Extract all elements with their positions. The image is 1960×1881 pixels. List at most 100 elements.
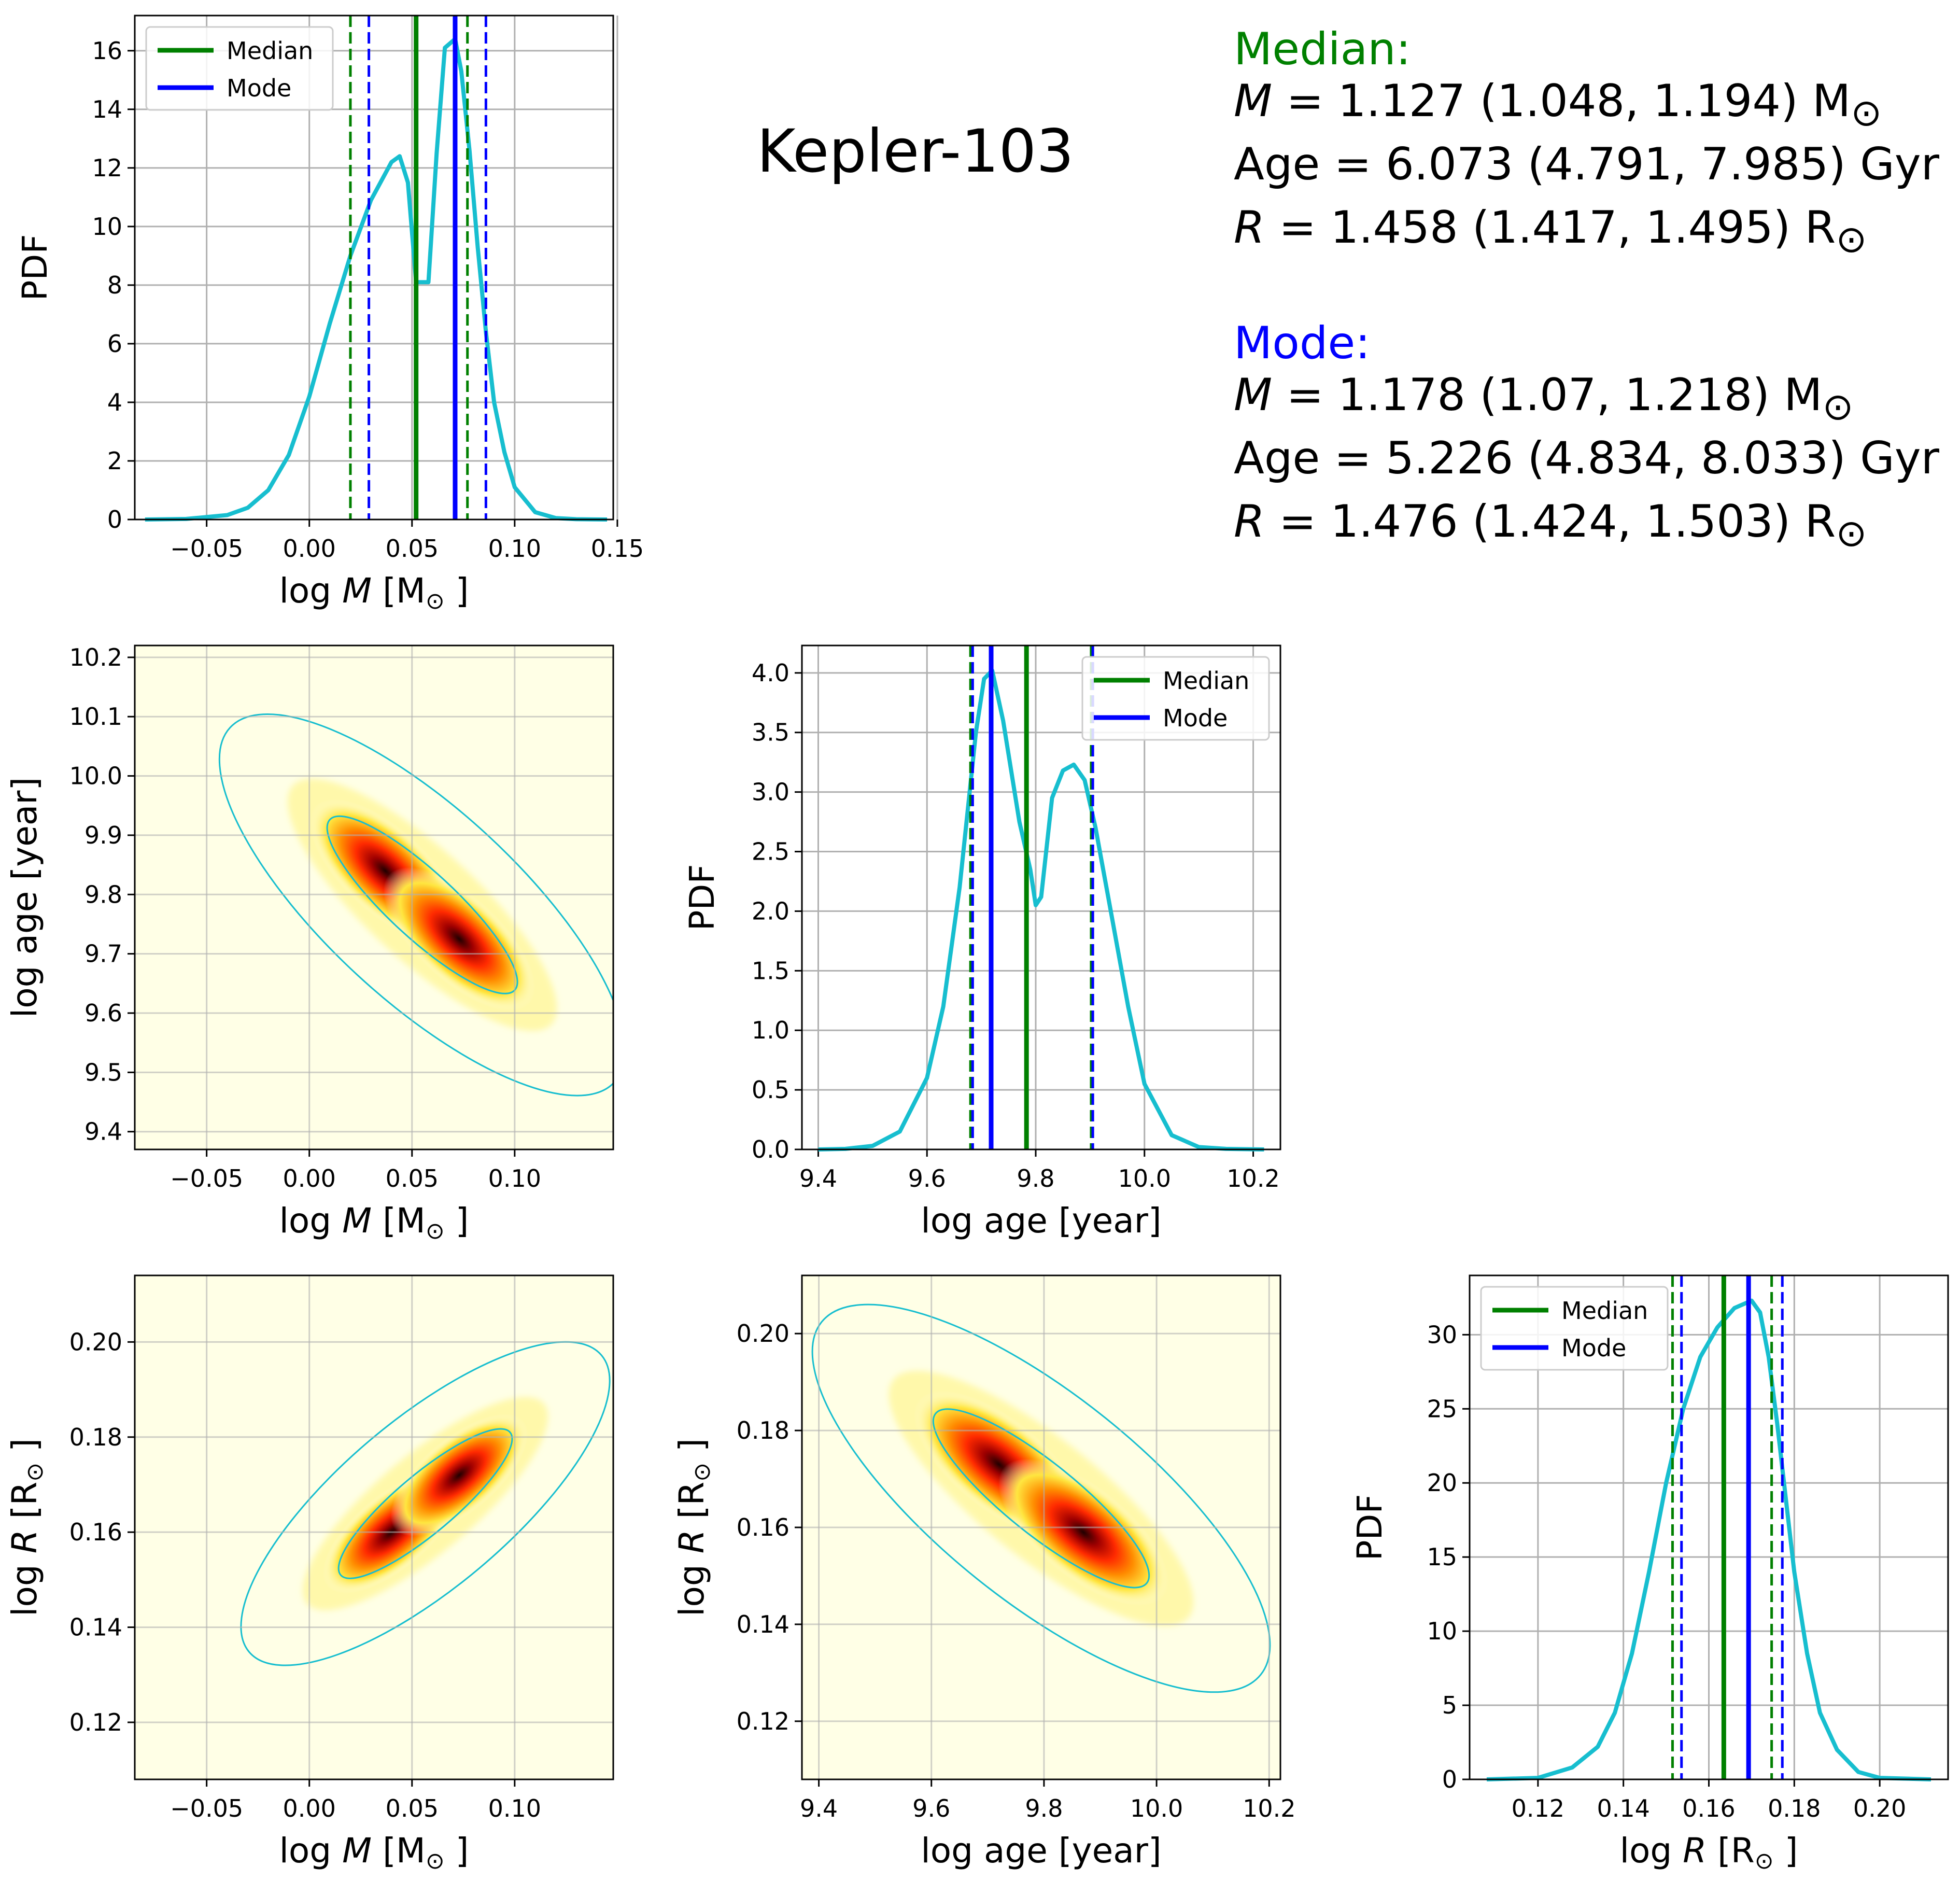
ytick-label: 0.18	[737, 1416, 789, 1444]
mode-line-mass: M = 1.178 (1.07, 1.218) M⊙	[1234, 369, 1854, 428]
svg-text:log age [year]: log age [year]	[921, 1831, 1161, 1871]
legend: Median Mode	[1480, 1286, 1669, 1371]
mode-line-radius: R = 1.476 (1.424, 1.503) R⊙	[1234, 495, 1867, 555]
ytick-label: 0.5	[752, 1076, 789, 1104]
ytick-label: 0.12	[737, 1707, 789, 1735]
panel-logage-pdf: 9.4 9.6 9.8 10.0 10.2 0.0 0.5 1.0 1.5 2.0 2.5 3.0 3.…	[682, 644, 1281, 1241]
ytick-label: 0	[1442, 1765, 1457, 1793]
ylabel: log R [R⊙ ]	[672, 1438, 715, 1617]
panel-logM-logR-density: −0.05 0.00 0.05 0.10 0.12 0.14 0.16 0.18 0.20 log…	[5, 1274, 614, 1874]
axes-frame	[801, 644, 1281, 1150]
axes-frame	[801, 1274, 1281, 1780]
ytick-label: 10.1	[69, 703, 122, 731]
xlabel: log R [R⊙ ]	[1620, 1831, 1798, 1874]
xtick-label: −0.05	[170, 535, 243, 563]
ytick-label: 0.14	[69, 1613, 122, 1641]
ytick-label: 0	[107, 506, 122, 534]
legend: Median Mode	[145, 26, 334, 111]
xtick-label: 0.10	[488, 1794, 541, 1822]
xtick-label: −0.05	[170, 1164, 243, 1192]
ytick-label: 16	[92, 37, 122, 65]
xtick-label: 0.10	[488, 535, 541, 563]
ytick-label: 1.5	[752, 957, 789, 985]
legend: Median Mode	[1081, 656, 1270, 741]
ytick-label: 4	[107, 388, 122, 416]
grid-logR-pdf	[1470, 1275, 1948, 1780]
inner-contour	[337, 1428, 513, 1579]
ytick-label: 10	[1427, 1617, 1457, 1645]
ytick-label: 10.0	[69, 762, 122, 790]
ylabel: PDF	[1350, 1494, 1390, 1561]
ytick-label: 0.20	[737, 1319, 789, 1347]
xlabel: log age [year]	[921, 1201, 1161, 1241]
ylabel: log age [year]	[5, 777, 45, 1018]
xtick-label: 0.20	[1853, 1794, 1906, 1822]
xtick-label: 0.05	[386, 535, 439, 563]
ytick-label: 1.0	[752, 1016, 789, 1044]
ytick-label: 5	[1442, 1691, 1457, 1719]
xlabel: log M [M⊙ ]	[279, 1831, 469, 1874]
ytick-label: 25	[1427, 1395, 1457, 1423]
grid-logage-logR-density	[802, 1275, 1280, 1779]
svg-text:log M [M⊙ ]: log M [M⊙ ]	[279, 1831, 469, 1874]
svg-text:log M [M⊙ ]: log M [M⊙ ]	[279, 571, 469, 614]
xtick-label: 9.8	[1025, 1794, 1063, 1822]
legend-mode-label: Mode	[227, 74, 291, 102]
pdf-curve	[818, 668, 1264, 1152]
ytick-label: 0.14	[737, 1610, 789, 1638]
xtick-label: 0.05	[386, 1164, 439, 1192]
ytick-label: 9.5	[84, 1058, 122, 1086]
svg-text:log age [year]: log age [year]	[5, 777, 45, 1018]
svg-text:log R [R⊙ ]: log R [R⊙ ]	[1620, 1831, 1798, 1874]
xtick-label: 9.6	[912, 1794, 950, 1822]
median-line-age: Age = 6.073 (4.791, 7.985) Gyr	[1234, 138, 1940, 191]
outer-contour	[811, 1303, 1271, 1693]
xtick-label: 10.0	[1130, 1794, 1183, 1822]
legend-median-label: Median	[1163, 667, 1249, 695]
ytick-label: 0.12	[69, 1708, 122, 1736]
ylabel: PDF	[682, 864, 722, 931]
ylabel: log R [R⊙ ]	[5, 1438, 48, 1617]
axes-frame	[1469, 1274, 1949, 1780]
xtick-label: 9.4	[799, 1164, 837, 1192]
ytick-label: 9.8	[84, 880, 122, 908]
ytick-label: 9.9	[84, 821, 122, 849]
ytick-label: 2.5	[752, 838, 789, 866]
xtick-label: 10.2	[1226, 1164, 1279, 1192]
ytick-label: 0.16	[69, 1518, 122, 1546]
xtick-label: 10.0	[1118, 1164, 1171, 1192]
ytick-label: 0.16	[737, 1513, 789, 1541]
xtick-label: 0.18	[1768, 1794, 1821, 1822]
summary-panel: Median: M = 1.127 (1.048, 1.194) M⊙ Age …	[1234, 23, 1939, 559]
ytick-label: 0.18	[69, 1423, 122, 1451]
xtick-label: 0.00	[283, 535, 336, 563]
xtick-label: 0.00	[283, 1164, 336, 1192]
axes-frame	[134, 1274, 614, 1780]
xtick-label: 0.10	[488, 1164, 541, 1192]
ytick-label: 10.2	[69, 643, 122, 671]
xtick-label: 0.00	[283, 1794, 336, 1822]
axes-frame	[134, 644, 614, 1150]
ytick-label: 14	[92, 95, 122, 123]
pdf-curve	[145, 37, 608, 522]
xtick-label: 9.8	[1017, 1164, 1054, 1192]
grid-logM-logR-density	[135, 1275, 613, 1779]
legend-median-label: Median	[227, 37, 313, 65]
xlabel: log age [year]	[921, 1831, 1161, 1871]
density-peak-b	[998, 1458, 1169, 1606]
svg-text:log R [R⊙ ]: log R [R⊙ ]	[672, 1438, 715, 1617]
ytick-label: 4.0	[752, 659, 789, 687]
pdf-curve	[1486, 1298, 1931, 1781]
ytick-label: 0.0	[752, 1135, 789, 1163]
median-line-mass: M = 1.127 (1.048, 1.194) M⊙	[1234, 75, 1882, 135]
ytick-label: 12	[92, 154, 122, 182]
svg-text:log age [year]: log age [year]	[921, 1201, 1161, 1241]
mode-header: Mode:	[1234, 317, 1371, 369]
ytick-label: 8	[107, 271, 122, 299]
xlabel: log M [M⊙ ]	[279, 571, 469, 614]
xtick-label: 0.14	[1597, 1794, 1649, 1822]
xtick-label: 0.12	[1512, 1794, 1564, 1822]
svg-text:log M [M⊙ ]: log M [M⊙ ]	[279, 1201, 469, 1244]
xtick-label: 0.15	[591, 535, 644, 563]
